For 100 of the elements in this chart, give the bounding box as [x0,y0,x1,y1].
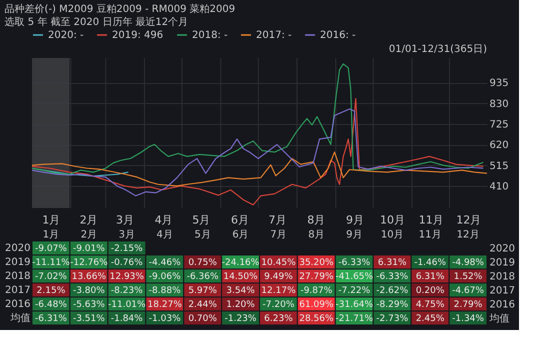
data-label: -1.23% [224,314,257,324]
data-label: -11.11% [32,258,70,268]
x-tick-label: 11月 [418,230,442,240]
data-label: -4.98% [452,258,484,268]
data-label: 12.17% [261,286,296,296]
x-tick-label: 7月 [268,214,286,226]
line-series [31,108,484,196]
data-label: -1.03% [148,314,182,324]
x-tick-label: 9月 [346,230,362,240]
data-label: -7.20% [262,300,295,310]
data-label: -1.84% [110,314,144,324]
x-tick-label: 5月 [192,214,210,226]
data-label: -11.01% [108,300,146,310]
data-label: -7.22% [338,286,371,296]
x-tick-label: 3月 [118,230,135,240]
data-label: -7.02% [35,272,68,282]
data-label: -9.01% [72,244,106,254]
x-tick-label: 2月 [80,230,98,240]
x-tick-label: 9月 [346,214,364,226]
data-label: 61.09% [299,300,334,310]
x-tick-label: 10月 [380,230,404,240]
data-label: -8.88% [148,286,182,296]
y-tick-label: 620 [490,140,509,152]
text: 01/01-12/31(365日) [388,44,488,55]
data-label: 6.31% [416,272,445,282]
data-label: -2.62% [376,286,409,296]
data-label: 4.75% [416,300,445,310]
data-label: 13.66% [72,272,106,282]
data-label: 14.50% [223,272,258,282]
y-tick-label: 2016 [5,299,30,310]
data-label: 18.27% [148,300,182,310]
y-tick-label: 2017 [5,285,30,296]
data-label: -31.64% [336,300,374,310]
data-label: -1.34% [452,314,484,324]
y-tick-label: 725 [490,119,509,130]
data-label: 2.15% [36,286,66,296]
data-label: -8.23% [110,286,144,296]
x-tick-label: 12月 [456,214,482,226]
data-label: 3.54% [226,286,256,296]
data-label: -1.46% [414,258,446,268]
data-label: -0.76% [110,258,144,268]
x-tick-label: 2月 [80,214,98,226]
data-label: -9.87% [300,286,333,296]
data-label: -21.71% [336,314,374,324]
x-tick-label: 1月 [42,214,60,226]
line-series [31,152,488,187]
data-label: -5.63% [72,300,106,310]
y-tick-label: 2020 [5,243,30,254]
data-label: 1.52% [454,272,483,282]
data-label: -3.80% [72,286,106,296]
data-label: -6.48% [35,300,68,310]
data-label: 2.79% [454,300,483,310]
legend-label: 2018: - [192,30,228,41]
data-label: -9.07% [35,244,68,254]
data-label: -41.65% [336,272,374,282]
x-tick-label: 6月 [232,230,249,240]
x-tick-label: 8月 [307,214,326,226]
legend-label: 2016: - [320,30,356,41]
legend-label: 2017: - [256,30,292,41]
x-tick-label: 3月 [116,214,134,226]
x-tick-label: 11月 [418,214,444,226]
data-label: 1.20% [226,300,256,310]
x-tick-label: 7月 [270,230,287,240]
line-series [31,98,484,206]
data-label: 10.45% [261,258,296,268]
line-series [31,63,484,175]
legend-label: 2020: - [48,30,84,41]
data-label: -6.31% [35,314,68,324]
data-label: -12.76% [70,258,108,268]
chart-subtitle: 选取 5 年 截至 2020 日历年 最近12个月 [4,16,188,28]
data-label: -4.67% [452,286,484,296]
data-label: 0.70% [188,314,218,324]
legend-label: 2019: 496 [112,30,164,41]
x-tick-label: 8月 [308,230,325,240]
y-tick-label: 2019 [5,257,30,268]
data-label: -2.73% [376,314,409,324]
y-tick-label: 2018 [5,271,30,282]
data-label: 6.31% [378,258,407,268]
data-label: 0.75% [188,258,218,268]
data-label: -6.33% [376,272,409,282]
data-label: 27.79% [299,272,334,282]
y-tick-label: 935 [490,78,509,90]
data-label: 0.20% [416,286,445,296]
data-label: 12.93% [110,272,144,282]
y-tick-label: 830 [490,98,509,110]
data-label: 6.23% [264,314,294,324]
data-label: -6.36% [186,272,219,282]
x-tick-label: 4月 [156,230,173,240]
x-tick-label: 4月 [154,214,173,226]
y-tick-label: 均值 [10,312,30,324]
data-label: -6.33% [338,258,371,268]
data-label: -9.06% [148,272,182,282]
data-label: 2.44% [188,300,218,310]
y-tick-label: 515 [490,160,509,172]
data-label: 2.45% [416,314,445,324]
data-label: -4.46% [148,258,182,268]
data-label: -2.15% [110,244,144,254]
x-tick-label: 6月 [231,214,249,226]
data-label: -8.29% [376,300,409,310]
data-label: 5.97% [188,286,218,296]
